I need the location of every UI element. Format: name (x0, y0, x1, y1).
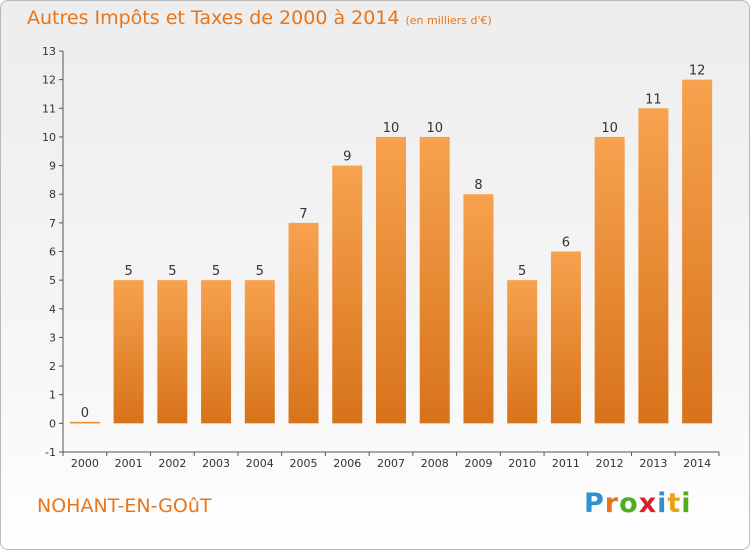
y-tick-label: 0 (49, 417, 56, 430)
x-tick-label: 2013 (639, 457, 667, 470)
chart-unit: (en milliers d'€) (405, 14, 492, 27)
y-tick-label: 2 (49, 360, 56, 373)
y-tick-label: 4 (49, 303, 56, 316)
proxiti-logo: Proxiti (584, 488, 692, 519)
chart-title-text: Autres Impôts et Taxes de 2000 à 2014 (27, 7, 400, 29)
bar (288, 222, 319, 424)
bar (638, 108, 669, 424)
y-tick-label: 12 (42, 74, 56, 87)
y-tick-label: 9 (49, 160, 56, 173)
logo-letter: i (657, 488, 668, 519)
bar (463, 194, 494, 424)
logo-letter: i (681, 488, 692, 519)
y-tick-label: 13 (42, 45, 56, 58)
x-tick-label: 2012 (596, 457, 624, 470)
bar (550, 251, 581, 424)
logo-letter: r (604, 488, 620, 519)
y-tick-label: 8 (49, 188, 56, 201)
data-label: 7 (299, 207, 307, 222)
x-tick-label: 2011 (552, 457, 580, 470)
x-tick-label: 2002 (158, 457, 186, 470)
bar (201, 280, 232, 424)
y-tick-label: 6 (49, 246, 56, 259)
logo-letter: x (638, 488, 658, 519)
chart-bars (69, 79, 713, 424)
bar (507, 280, 538, 424)
data-label: 12 (689, 64, 706, 79)
chart-title: Autres Impôts et Taxes de 2000 à 2014 (en… (27, 7, 492, 29)
bar (376, 136, 406, 424)
x-tick-label: 2010 (508, 457, 536, 470)
bar (69, 421, 100, 424)
y-tick-label: 1 (49, 389, 56, 402)
x-tick-label: 2007 (377, 457, 405, 470)
logo-letter: P (584, 488, 605, 519)
bar (332, 165, 363, 424)
bar (419, 136, 450, 424)
x-tick-label: 2003 (202, 457, 230, 470)
x-tick-label: 2001 (115, 457, 143, 470)
data-label: 5 (212, 264, 220, 279)
data-label: 11 (645, 92, 662, 107)
data-label: 5 (124, 264, 132, 279)
data-label: 5 (168, 264, 176, 279)
x-tick-label: 2006 (333, 457, 361, 470)
data-label: 8 (474, 178, 482, 193)
x-tick-label: 2008 (421, 457, 449, 470)
data-label: 0 (81, 406, 89, 421)
data-label: 10 (383, 121, 400, 136)
bar (244, 280, 275, 424)
y-tick-label: -1 (45, 446, 56, 459)
logo-letter: t (667, 488, 682, 519)
y-tick-label: 7 (49, 217, 56, 230)
bar (157, 280, 188, 424)
y-tick-label: 10 (42, 131, 56, 144)
chart-data-labels: 0 5 5 5 5 7 9 10 10 8 5 6 10 11 12 (81, 64, 706, 421)
x-tick-label: 2009 (464, 457, 492, 470)
x-tick-label: 2000 (71, 457, 99, 470)
data-label: 5 (518, 264, 526, 279)
bar (113, 280, 144, 424)
data-label: 9 (343, 150, 351, 165)
y-tick-label: 11 (42, 102, 56, 115)
y-tick-label: 3 (49, 331, 56, 344)
data-label: 10 (601, 121, 618, 136)
commune-name: NOHANT-EN-GOûT (37, 495, 212, 517)
x-tick-label: 2014 (683, 457, 711, 470)
data-label: 10 (426, 121, 443, 136)
data-label: 6 (562, 236, 570, 251)
bar (682, 79, 713, 424)
y-tick-label: 5 (49, 274, 56, 287)
bar (594, 136, 625, 424)
x-tick-label: 2005 (290, 457, 318, 470)
data-label: 5 (256, 264, 264, 279)
x-tick-label: 2004 (246, 457, 274, 470)
logo-letter: o (619, 488, 639, 519)
